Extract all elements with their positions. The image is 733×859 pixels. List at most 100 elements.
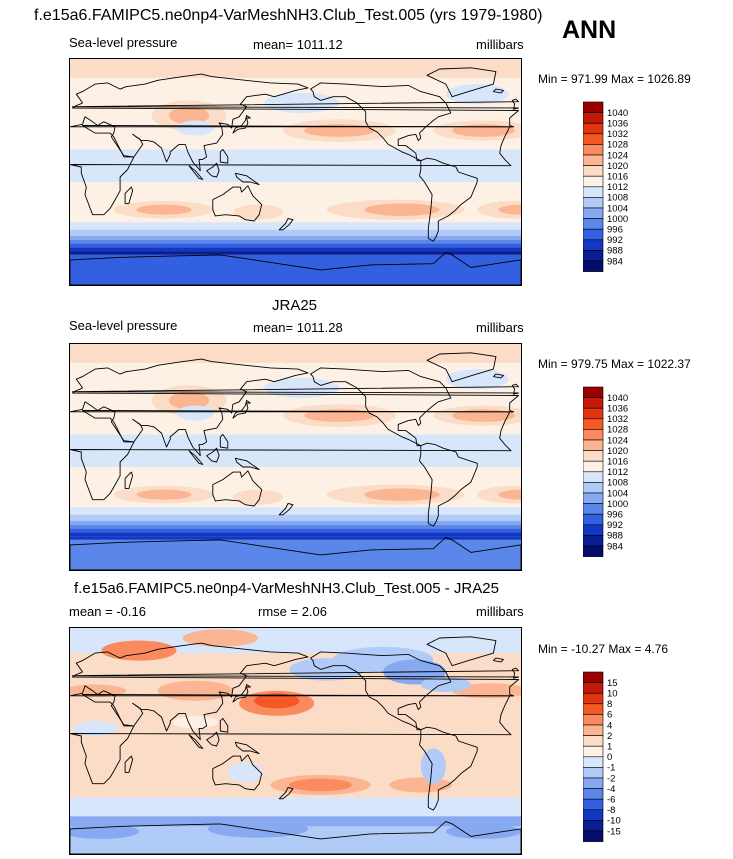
colorbar-level-label: 2 bbox=[607, 731, 612, 742]
panel2-units-label: millibars bbox=[476, 320, 524, 335]
colorbar-level-label: 1024 bbox=[607, 150, 628, 161]
colorbar-box bbox=[583, 101, 604, 113]
coastline-sumatra bbox=[188, 165, 204, 180]
contour-blob bbox=[445, 823, 521, 839]
contour-band bbox=[70, 251, 521, 255]
contour-blob bbox=[445, 84, 509, 105]
coastline-philippines bbox=[219, 717, 229, 733]
colorbar-box bbox=[583, 724, 604, 736]
coastline-namerica bbox=[310, 82, 452, 162]
coastline-nz bbox=[278, 218, 294, 231]
colorbar-level-label: 8 bbox=[607, 699, 612, 710]
colorbar-level-label: 1040 bbox=[607, 393, 628, 404]
colorbar-level-label: 1016 bbox=[607, 457, 628, 468]
colorbar-level-label: 1032 bbox=[607, 129, 628, 140]
contour-blob bbox=[304, 124, 375, 137]
colorbar-level-label: 1000 bbox=[607, 214, 628, 225]
contour-band bbox=[70, 797, 521, 817]
colorbar-box bbox=[583, 186, 604, 198]
colorbar-box bbox=[583, 714, 604, 726]
colorbar-level-label: 1008 bbox=[607, 478, 628, 489]
contour-blob bbox=[172, 715, 218, 729]
contour-blob bbox=[254, 693, 300, 709]
colorbar-level-label: 1020 bbox=[607, 161, 628, 172]
panel1-units-label: millibars bbox=[476, 37, 524, 52]
coastline-africa bbox=[70, 410, 514, 501]
colorbar-level-label: 1028 bbox=[607, 425, 628, 436]
coastline-namerica bbox=[310, 367, 452, 447]
contour-blob bbox=[227, 762, 263, 783]
panel1-colorbar: 1040103610321028102410201016101210081004… bbox=[583, 101, 628, 272]
contour-band bbox=[70, 247, 521, 252]
coastline-australia bbox=[212, 470, 263, 507]
coastline-antarctica bbox=[70, 536, 521, 570]
coastline-japan bbox=[232, 115, 251, 134]
contour-blob bbox=[420, 676, 471, 693]
panel3-map bbox=[69, 627, 522, 855]
season-label: ANN bbox=[562, 16, 617, 44]
coastline-iceland bbox=[492, 88, 504, 94]
contour-band bbox=[70, 59, 521, 78]
coastline-britain bbox=[72, 98, 519, 110]
coastline-sumatra bbox=[188, 450, 204, 465]
colorbar-level-label: 1040 bbox=[607, 108, 628, 119]
panel1-map bbox=[69, 58, 522, 286]
contour-blob bbox=[452, 124, 515, 137]
colorbar-box bbox=[583, 154, 604, 166]
colorbar-box bbox=[583, 777, 604, 789]
colorbar-level-label: 992 bbox=[607, 235, 623, 246]
colorbar-box bbox=[583, 513, 604, 526]
colorbar-level-label: -1 bbox=[607, 763, 615, 774]
contour-band bbox=[70, 521, 521, 525]
colorbar-box bbox=[583, 524, 604, 536]
coastline-britain bbox=[72, 383, 519, 395]
colorbar-box bbox=[583, 809, 604, 821]
colorbar-box bbox=[583, 207, 604, 219]
colorbar-box bbox=[583, 735, 604, 747]
colorbar-box bbox=[583, 798, 604, 811]
colorbar-box bbox=[583, 756, 604, 768]
coastline-philippines bbox=[219, 433, 229, 449]
contour-blob bbox=[232, 204, 283, 220]
colorbar-level-label: 1036 bbox=[607, 404, 628, 415]
contour-band bbox=[70, 532, 521, 537]
colorbar-box bbox=[583, 682, 604, 694]
coastline-greenland bbox=[426, 636, 497, 667]
contour-band bbox=[70, 239, 521, 244]
coastline-borneo bbox=[206, 731, 220, 747]
contour-blob bbox=[101, 640, 177, 661]
colorbar-level-label: -6 bbox=[607, 795, 615, 806]
colorbar-level-label: 1024 bbox=[607, 435, 628, 446]
colorbar-box bbox=[583, 692, 604, 705]
panel3-mean-label: mean = -0.16 bbox=[69, 604, 146, 619]
contour-band bbox=[70, 236, 521, 240]
colorbar-level-label: 984 bbox=[607, 256, 623, 267]
panel2-mean-label: mean= 1011.28 bbox=[253, 320, 343, 335]
colorbar-box bbox=[583, 218, 604, 230]
colorbar-box bbox=[583, 671, 604, 683]
coastline-africa bbox=[70, 125, 514, 216]
contour-band bbox=[70, 344, 521, 363]
colorbar-level-label: 0 bbox=[607, 752, 612, 763]
coastline-samerica bbox=[419, 442, 478, 527]
colorbar-level-label: -4 bbox=[607, 784, 615, 795]
colorbar-box bbox=[583, 239, 604, 251]
contour-band bbox=[70, 816, 521, 827]
contour-blob bbox=[289, 658, 365, 681]
colorbar-level-label: 1036 bbox=[607, 119, 628, 130]
contour-band bbox=[70, 243, 521, 248]
colorbar-level-label: 996 bbox=[607, 225, 623, 236]
contour-blob bbox=[264, 92, 340, 113]
contour-blob bbox=[452, 409, 515, 422]
contour-blob bbox=[498, 489, 521, 500]
contour-band bbox=[70, 536, 521, 540]
colorbar-level-label: 1000 bbox=[607, 499, 628, 510]
colorbar-level-label: 10 bbox=[607, 689, 618, 700]
coastline-antarctica bbox=[70, 820, 521, 854]
panel3-title: f.e15a6.FAMIPC5.ne0np4-VarMeshNH3.Club_T… bbox=[74, 580, 499, 597]
colorbar-level-label: -2 bbox=[607, 773, 615, 784]
colorbar-level-label: 6 bbox=[607, 710, 612, 721]
contour-blob bbox=[304, 409, 375, 422]
colorbar-box bbox=[583, 122, 604, 135]
contour-blob bbox=[136, 204, 192, 215]
